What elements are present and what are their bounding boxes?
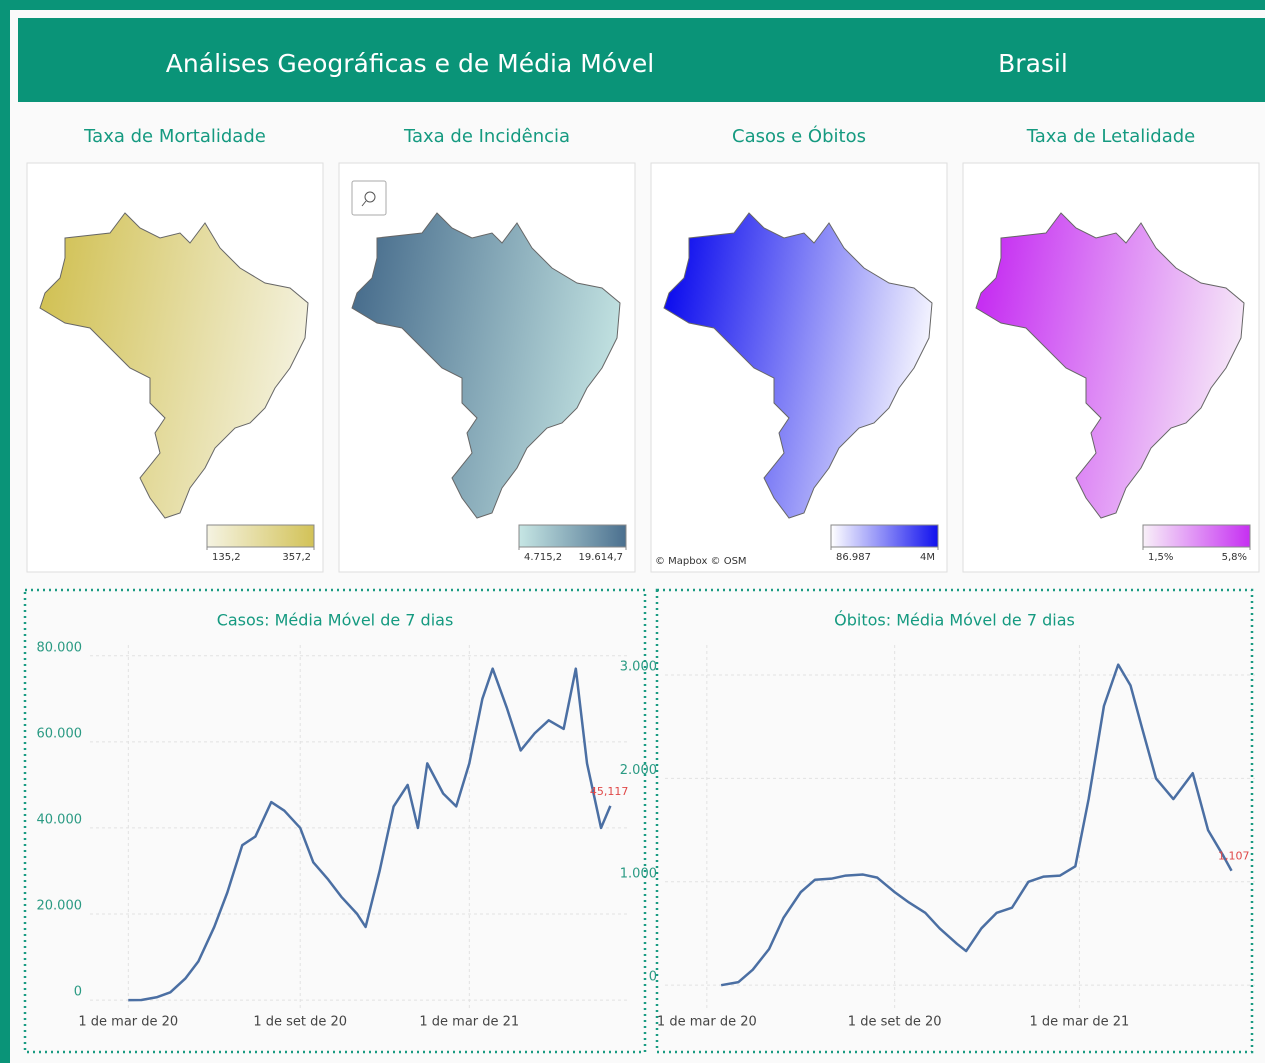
y-tick-label: 80.000 <box>37 640 83 655</box>
end-label: 45,117 <box>590 785 629 798</box>
colorbar <box>1142 524 1251 548</box>
zoom-button <box>351 180 387 216</box>
colorbar-label: 4M <box>920 552 935 563</box>
y-tick-label: 2.000 <box>620 763 657 778</box>
y-tick-label: 3.000 <box>620 659 657 674</box>
map-title: Taxa de Incidência <box>403 126 570 147</box>
country-shape <box>39 212 309 519</box>
chart-title: Óbitos: Média Móvel de 7 dias <box>834 611 1075 630</box>
zoom-icon <box>364 191 376 203</box>
colorbar <box>830 524 939 548</box>
x-tick-label: 1 de set de 20 <box>848 1015 942 1030</box>
y-tick-label: 40.000 <box>37 812 83 827</box>
y-tick-label: 60.000 <box>37 726 83 741</box>
header-title: Análises Geográficas e de Média Móvel <box>166 49 654 78</box>
x-tick-label: 1 de mar de 21 <box>419 1015 519 1030</box>
map-title: Taxa de Mortalidade <box>83 126 266 147</box>
colorbar-label: 357,2 <box>282 552 311 563</box>
zoom-icon <box>361 200 367 207</box>
header-bar <box>18 18 1265 102</box>
y-tick-label: 1.000 <box>620 866 657 881</box>
x-tick-label: 1 de mar de 20 <box>657 1015 757 1030</box>
x-tick-label: 1 de set de 20 <box>253 1015 347 1030</box>
colorbar-label: 5,8% <box>1222 552 1247 563</box>
y-tick-label: 20.000 <box>37 899 83 914</box>
x-tick-label: 1 de mar de 21 <box>1030 1015 1130 1030</box>
chart-panel <box>23 588 647 1054</box>
y-tick-label: 0 <box>649 970 657 985</box>
country-shape <box>663 212 933 519</box>
colorbar-label: 4.715,2 <box>524 552 562 563</box>
chart-panel <box>655 588 1254 1054</box>
y-tick-label: 0 <box>74 985 82 1000</box>
country-shape <box>351 212 621 519</box>
line <box>128 667 612 1002</box>
colorbar-label: 19.614,7 <box>578 552 623 563</box>
map-title: Taxa de Letalidade <box>1026 126 1196 147</box>
colorbar <box>206 524 315 548</box>
line <box>720 663 1233 987</box>
map-title: Casos e Óbitos <box>732 125 866 147</box>
colorbar-label: 86.987 <box>836 552 871 563</box>
end-label: 1,107 <box>1218 850 1250 863</box>
header-region: Brasil <box>998 49 1068 78</box>
chart-title: Casos: Média Móvel de 7 dias <box>217 611 454 630</box>
colorbar <box>518 524 627 548</box>
colorbar-label: 135,2 <box>212 552 241 563</box>
colorbar-label: 1,5% <box>1148 552 1173 563</box>
attribution: © Mapbox © OSM <box>655 556 747 567</box>
country-shape <box>975 212 1245 519</box>
x-tick-label: 1 de mar de 20 <box>78 1015 178 1030</box>
